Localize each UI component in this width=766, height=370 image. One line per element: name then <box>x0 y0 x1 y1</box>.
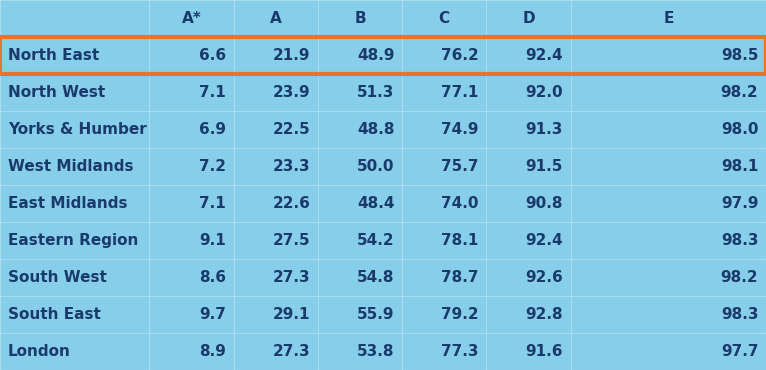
Text: London: London <box>8 344 70 359</box>
Text: 78.1: 78.1 <box>441 233 479 248</box>
Text: 98.2: 98.2 <box>721 270 758 285</box>
Text: 6.9: 6.9 <box>199 122 226 137</box>
Text: 48.4: 48.4 <box>357 196 394 211</box>
Text: 7.2: 7.2 <box>199 159 226 174</box>
Text: 91.5: 91.5 <box>525 159 563 174</box>
Text: 51.3: 51.3 <box>357 85 394 100</box>
Text: 54.8: 54.8 <box>357 270 394 285</box>
Text: 7.1: 7.1 <box>199 196 226 211</box>
Text: 22.5: 22.5 <box>273 122 310 137</box>
Text: Yorks & Humber: Yorks & Humber <box>8 122 146 137</box>
Text: 75.7: 75.7 <box>441 159 479 174</box>
Text: 9.7: 9.7 <box>199 307 226 322</box>
Text: 23.9: 23.9 <box>273 85 310 100</box>
Text: 48.9: 48.9 <box>357 48 394 63</box>
Text: 8.9: 8.9 <box>199 344 226 359</box>
Text: 50.0: 50.0 <box>357 159 394 174</box>
Text: 91.6: 91.6 <box>525 344 563 359</box>
Text: 98.3: 98.3 <box>721 233 758 248</box>
Text: 29.1: 29.1 <box>273 307 310 322</box>
Text: 55.9: 55.9 <box>357 307 394 322</box>
Text: North West: North West <box>8 85 105 100</box>
Text: West Midlands: West Midlands <box>8 159 133 174</box>
Text: 27.3: 27.3 <box>273 344 310 359</box>
Text: 8.6: 8.6 <box>199 270 226 285</box>
Text: 23.3: 23.3 <box>273 159 310 174</box>
Text: 9.1: 9.1 <box>199 233 226 248</box>
Text: 98.3: 98.3 <box>721 307 758 322</box>
Text: 90.8: 90.8 <box>525 196 563 211</box>
Text: East Midlands: East Midlands <box>8 196 127 211</box>
Text: 98.0: 98.0 <box>721 122 758 137</box>
Text: 98.1: 98.1 <box>721 159 758 174</box>
Text: North East: North East <box>8 48 99 63</box>
Text: 53.8: 53.8 <box>357 344 394 359</box>
Text: 98.2: 98.2 <box>721 85 758 100</box>
Text: 6.6: 6.6 <box>199 48 226 63</box>
Text: 92.8: 92.8 <box>525 307 563 322</box>
Text: 76.2: 76.2 <box>441 48 479 63</box>
Text: E: E <box>663 11 673 26</box>
Text: A*: A* <box>182 11 201 26</box>
Text: 27.3: 27.3 <box>273 270 310 285</box>
Text: 78.7: 78.7 <box>441 270 479 285</box>
Text: 7.1: 7.1 <box>199 85 226 100</box>
Text: A: A <box>270 11 282 26</box>
Text: Eastern Region: Eastern Region <box>8 233 138 248</box>
Text: 92.0: 92.0 <box>525 85 563 100</box>
Text: B: B <box>354 11 366 26</box>
Text: 98.5: 98.5 <box>721 48 758 63</box>
Text: C: C <box>439 11 450 26</box>
Text: 92.4: 92.4 <box>525 233 563 248</box>
Text: 97.7: 97.7 <box>721 344 758 359</box>
Text: 77.3: 77.3 <box>441 344 479 359</box>
Text: 92.6: 92.6 <box>525 270 563 285</box>
Text: 91.3: 91.3 <box>525 122 563 137</box>
Text: 74.0: 74.0 <box>441 196 479 211</box>
Text: 27.5: 27.5 <box>273 233 310 248</box>
Text: 79.2: 79.2 <box>441 307 479 322</box>
Text: D: D <box>522 11 535 26</box>
Text: South East: South East <box>8 307 100 322</box>
Text: 74.9: 74.9 <box>441 122 479 137</box>
Text: 21.9: 21.9 <box>273 48 310 63</box>
Text: 48.8: 48.8 <box>357 122 394 137</box>
Text: 97.9: 97.9 <box>721 196 758 211</box>
Text: 77.1: 77.1 <box>441 85 479 100</box>
Text: 54.2: 54.2 <box>357 233 394 248</box>
Text: 22.6: 22.6 <box>273 196 310 211</box>
Text: 92.4: 92.4 <box>525 48 563 63</box>
Text: South West: South West <box>8 270 106 285</box>
